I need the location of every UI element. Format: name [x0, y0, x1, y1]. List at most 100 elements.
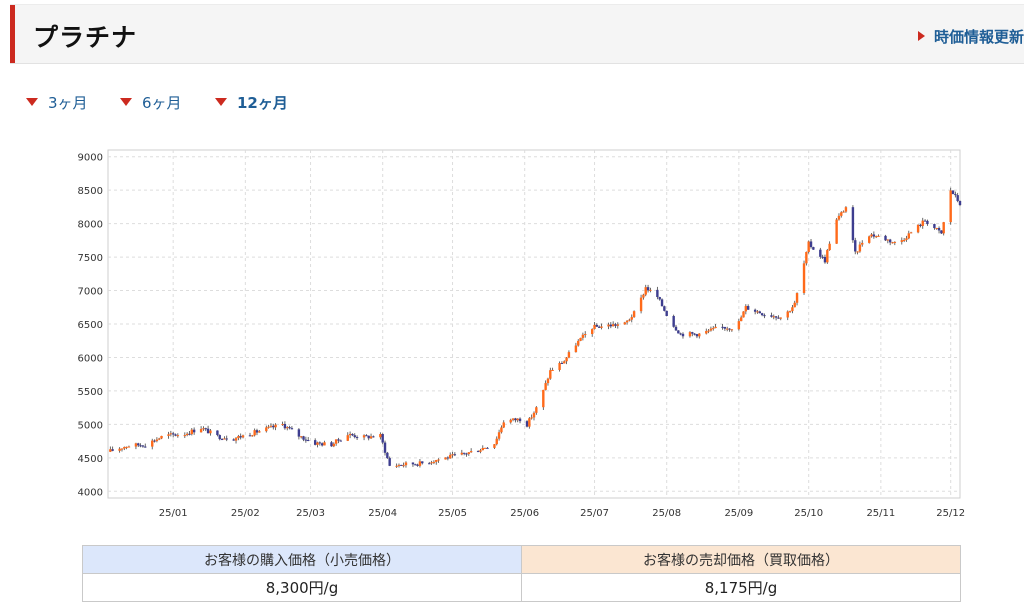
candle-body	[297, 429, 301, 437]
candle-body	[225, 438, 228, 440]
candle-body	[288, 427, 291, 429]
candle-body	[577, 340, 580, 346]
candle-body	[795, 293, 799, 303]
candle-body	[386, 452, 389, 459]
candle-body	[353, 435, 356, 438]
candle-body	[286, 427, 289, 429]
candle-body	[253, 430, 256, 436]
candle-body	[828, 243, 831, 251]
candle-body	[739, 317, 743, 322]
candle-body	[446, 457, 450, 459]
candle-body	[462, 452, 466, 454]
candle-body	[199, 429, 203, 433]
candle-body	[188, 433, 191, 435]
candle-body	[835, 219, 838, 244]
candle-body	[600, 326, 603, 328]
header-accent-bar	[10, 5, 15, 63]
candle-body	[563, 361, 566, 364]
candle-body	[854, 240, 857, 252]
candle-body	[877, 235, 880, 237]
candle-body	[535, 407, 538, 413]
candle-body	[167, 434, 170, 436]
candle-body	[109, 449, 112, 452]
candle-body	[283, 423, 287, 429]
candle-body	[432, 461, 436, 463]
x-tick-label: 25/09	[724, 508, 753, 519]
candle-body	[192, 429, 196, 433]
candle-body	[772, 316, 775, 318]
candle-body	[339, 440, 342, 442]
candle-body	[705, 331, 708, 334]
candle-body	[304, 439, 308, 441]
candle-body	[388, 458, 391, 466]
candle-body	[579, 337, 582, 341]
candle-body	[791, 307, 794, 312]
candle-body	[206, 428, 210, 434]
candle-body	[609, 324, 613, 327]
candle-body	[593, 324, 596, 330]
candle-body	[234, 438, 238, 441]
candle-body	[320, 443, 324, 446]
candle-body	[709, 328, 713, 331]
candle-body	[476, 451, 480, 453]
candle-body	[411, 462, 415, 465]
candle-body	[590, 329, 594, 335]
candle-body	[723, 326, 727, 329]
candle-body	[144, 446, 147, 448]
candle-body	[332, 443, 336, 447]
candle-body	[840, 212, 843, 216]
candle-body	[625, 320, 629, 323]
tab-label: 3ヶ月	[48, 94, 88, 112]
candle-body	[714, 326, 717, 329]
candle-body	[639, 297, 643, 312]
candle-body	[265, 427, 268, 432]
candle-body	[819, 249, 822, 257]
candle-body	[202, 428, 205, 430]
candle-body	[123, 447, 126, 449]
y-tick-label: 5000	[78, 420, 103, 431]
candle-body	[111, 449, 114, 451]
candle-body	[607, 324, 610, 327]
candle-body	[404, 462, 408, 466]
candle-body	[770, 315, 773, 317]
candle-body	[614, 324, 617, 326]
x-tick-label: 25/05	[438, 508, 467, 519]
candle-body	[565, 357, 568, 362]
candle-body	[267, 426, 270, 428]
candle-body	[367, 435, 370, 439]
candle-body	[348, 433, 352, 436]
candle-body	[465, 453, 468, 455]
tab-3-months[interactable]: 3ヶ月	[26, 92, 88, 113]
candle-body	[756, 311, 759, 313]
candle-body	[248, 435, 252, 437]
candle-body	[807, 241, 810, 252]
candle-body	[421, 461, 424, 464]
candle-body	[923, 220, 927, 222]
candle-body	[558, 363, 561, 370]
tab-6-months[interactable]: 6ヶ月	[120, 92, 182, 113]
candle-body	[174, 434, 177, 436]
candle-body	[171, 433, 175, 435]
tab-label: 12ヶ月	[237, 94, 288, 112]
candle-body	[530, 417, 533, 419]
candle-body	[158, 438, 161, 440]
candle-body	[544, 383, 547, 390]
x-tick-label: 25/04	[368, 508, 397, 519]
candle-body	[623, 322, 626, 325]
price-table: お客様の購入価格（小売価格） お客様の売却価格（買取価格） 8,300円/g 8…	[82, 545, 961, 602]
triangle-down-icon	[215, 98, 227, 106]
candle-body	[886, 239, 890, 241]
candle-body	[616, 324, 620, 326]
candle-body	[902, 239, 906, 241]
y-tick-label: 8500	[78, 186, 103, 197]
candle-body	[905, 238, 908, 240]
candle-body	[695, 334, 699, 337]
candle-body	[916, 224, 920, 233]
candle-body	[460, 452, 464, 455]
candle-body	[760, 313, 764, 316]
candle-body	[176, 435, 180, 437]
tab-12-months[interactable]: 12ヶ月	[215, 92, 288, 113]
candle-body	[644, 287, 647, 295]
refresh-link[interactable]: 時価情報更新	[917, 26, 1024, 47]
candle-body	[937, 228, 941, 231]
